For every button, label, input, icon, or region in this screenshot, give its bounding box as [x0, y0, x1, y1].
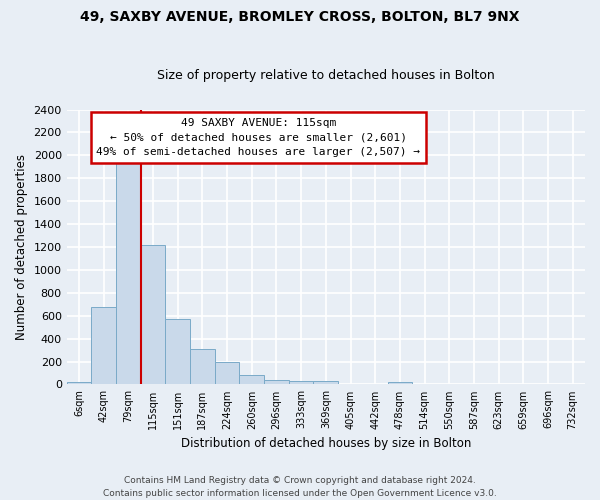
Bar — [313, 381, 338, 384]
Text: 49, SAXBY AVENUE, BROMLEY CROSS, BOLTON, BL7 9NX: 49, SAXBY AVENUE, BROMLEY CROSS, BOLTON,… — [80, 10, 520, 24]
Bar — [91, 306, 116, 384]
Text: Contains HM Land Registry data © Crown copyright and database right 2024.
Contai: Contains HM Land Registry data © Crown c… — [103, 476, 497, 498]
Bar — [264, 380, 289, 384]
Bar — [141, 244, 166, 384]
Bar — [239, 376, 264, 384]
Bar — [215, 362, 239, 384]
X-axis label: Distribution of detached houses by size in Bolton: Distribution of detached houses by size … — [181, 437, 471, 450]
Y-axis label: Number of detached properties: Number of detached properties — [15, 154, 28, 340]
Bar — [116, 161, 141, 384]
Bar — [388, 382, 412, 384]
Bar — [289, 381, 313, 384]
Title: Size of property relative to detached houses in Bolton: Size of property relative to detached ho… — [157, 69, 495, 82]
Bar — [166, 319, 190, 384]
Bar — [190, 350, 215, 384]
Text: 49 SAXBY AVENUE: 115sqm
← 50% of detached houses are smaller (2,601)
49% of semi: 49 SAXBY AVENUE: 115sqm ← 50% of detache… — [97, 118, 421, 158]
Bar — [67, 382, 91, 384]
